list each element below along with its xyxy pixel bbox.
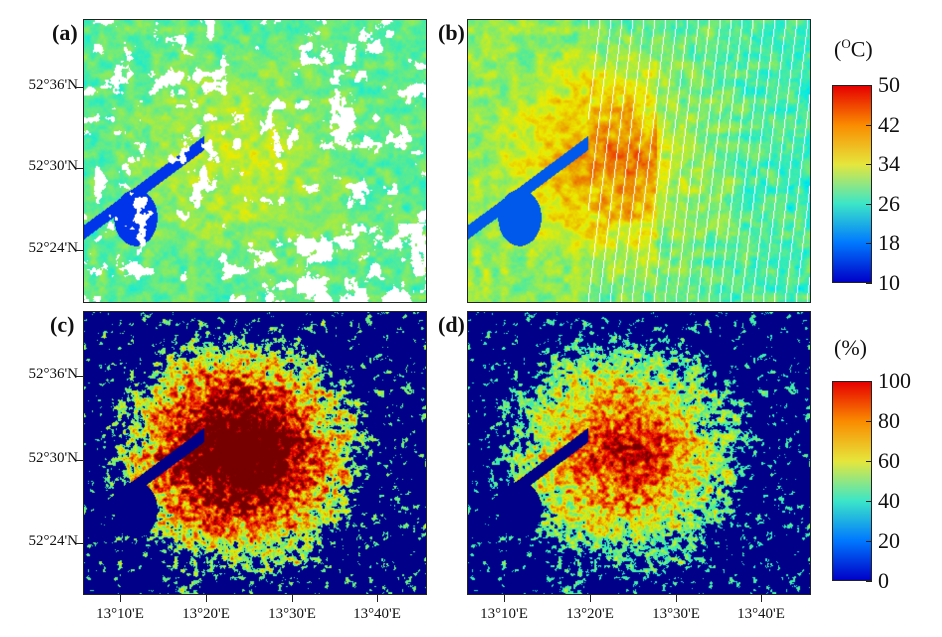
ytick-label: 52°30'N xyxy=(28,158,78,174)
colorbar-tick-mark xyxy=(866,501,872,502)
ytick-mark xyxy=(76,376,84,377)
colorbar-tick-label: 100 xyxy=(878,368,911,393)
colorbar-tick-label: 40 xyxy=(878,488,900,513)
xtick-mark xyxy=(590,595,591,602)
colorbar-tick-mark xyxy=(866,541,872,542)
panel-label-d: (d) xyxy=(438,312,465,337)
colorbar-tick-mark xyxy=(866,283,872,284)
colorbar-tick-label: 26 xyxy=(878,190,900,216)
xtick-mark xyxy=(761,595,762,602)
xtick-label: 13°20'E xyxy=(182,606,230,622)
temperature-colorbar-title: (OC) xyxy=(834,36,873,62)
colorbar-tick-mark xyxy=(866,421,872,422)
panel-label-c: (c) xyxy=(50,312,75,337)
percent-map-c xyxy=(84,312,426,594)
xtick-mark xyxy=(206,595,207,602)
colorbar-tick-mark xyxy=(866,124,872,126)
xtick-label: 13°40'E xyxy=(737,606,785,622)
map-panel-d xyxy=(467,311,811,595)
xtick-mark xyxy=(377,595,378,602)
xtick-label: 13°30'E xyxy=(268,606,316,622)
colorbar-title-sup: O xyxy=(841,36,851,51)
ytick-label: 52°36'N xyxy=(28,366,78,382)
colorbar-tick-mark xyxy=(866,461,872,462)
xtick-label: 13°30'E xyxy=(652,606,700,622)
ytick-mark xyxy=(76,543,84,544)
xtick-label: 13°40'E xyxy=(353,606,401,622)
colorbar-tick-mark xyxy=(866,381,872,382)
panel-label-b: (b) xyxy=(438,20,465,45)
temperature-map-b xyxy=(468,20,810,302)
colorbar-tick-label: 34 xyxy=(878,151,900,177)
temperature-map-a xyxy=(84,20,426,302)
ytick-mark xyxy=(76,250,84,251)
ytick-label: 52°36'N xyxy=(28,77,78,93)
ytick-mark xyxy=(76,460,84,461)
ytick-mark xyxy=(76,87,84,88)
xtick-mark xyxy=(504,595,505,602)
colorbar-tick-mark xyxy=(866,164,872,166)
panel-label-a: (a) xyxy=(52,20,78,45)
colorbar-tick-label: 20 xyxy=(878,528,900,553)
map-panel-a xyxy=(83,19,427,303)
colorbar-tick-mark xyxy=(866,243,872,245)
ytick-label: 52°24'N xyxy=(28,240,78,256)
percent-colorbar-title: (%) xyxy=(834,335,867,360)
colorbar-tick-label: 18 xyxy=(878,230,900,256)
colorbar-tick-label: 10 xyxy=(878,270,900,295)
colorbar-tick-mark xyxy=(866,581,872,582)
map-panel-c xyxy=(83,311,427,595)
colorbar-tick-label: 50 xyxy=(878,72,900,97)
colorbar-tick-mark xyxy=(866,85,872,86)
ytick-mark xyxy=(76,168,84,169)
xtick-mark xyxy=(120,595,121,602)
map-panel-b xyxy=(467,19,811,303)
xtick-label: 13°10'E xyxy=(480,606,528,622)
colorbar-tick-mark xyxy=(866,203,872,205)
colorbar-tick-label: 60 xyxy=(878,448,900,473)
colorbar-title-part: C) xyxy=(850,36,873,62)
xtick-mark xyxy=(292,595,293,602)
colorbar-tick-label: 42 xyxy=(878,111,900,137)
colorbar-tick-label: 0 xyxy=(878,568,889,593)
xtick-label: 13°10'E xyxy=(96,606,144,622)
ytick-label: 52°30'N xyxy=(28,450,78,466)
percent-colorbar xyxy=(832,381,872,581)
ytick-label: 52°24'N xyxy=(28,533,78,549)
colorbar-title-part: ( xyxy=(834,36,842,62)
colorbar-tick-label: 80 xyxy=(878,408,900,433)
xtick-mark xyxy=(676,595,677,602)
percent-map-d xyxy=(468,312,810,594)
xtick-label: 13°20'E xyxy=(566,606,614,622)
temperature-colorbar xyxy=(832,85,872,283)
